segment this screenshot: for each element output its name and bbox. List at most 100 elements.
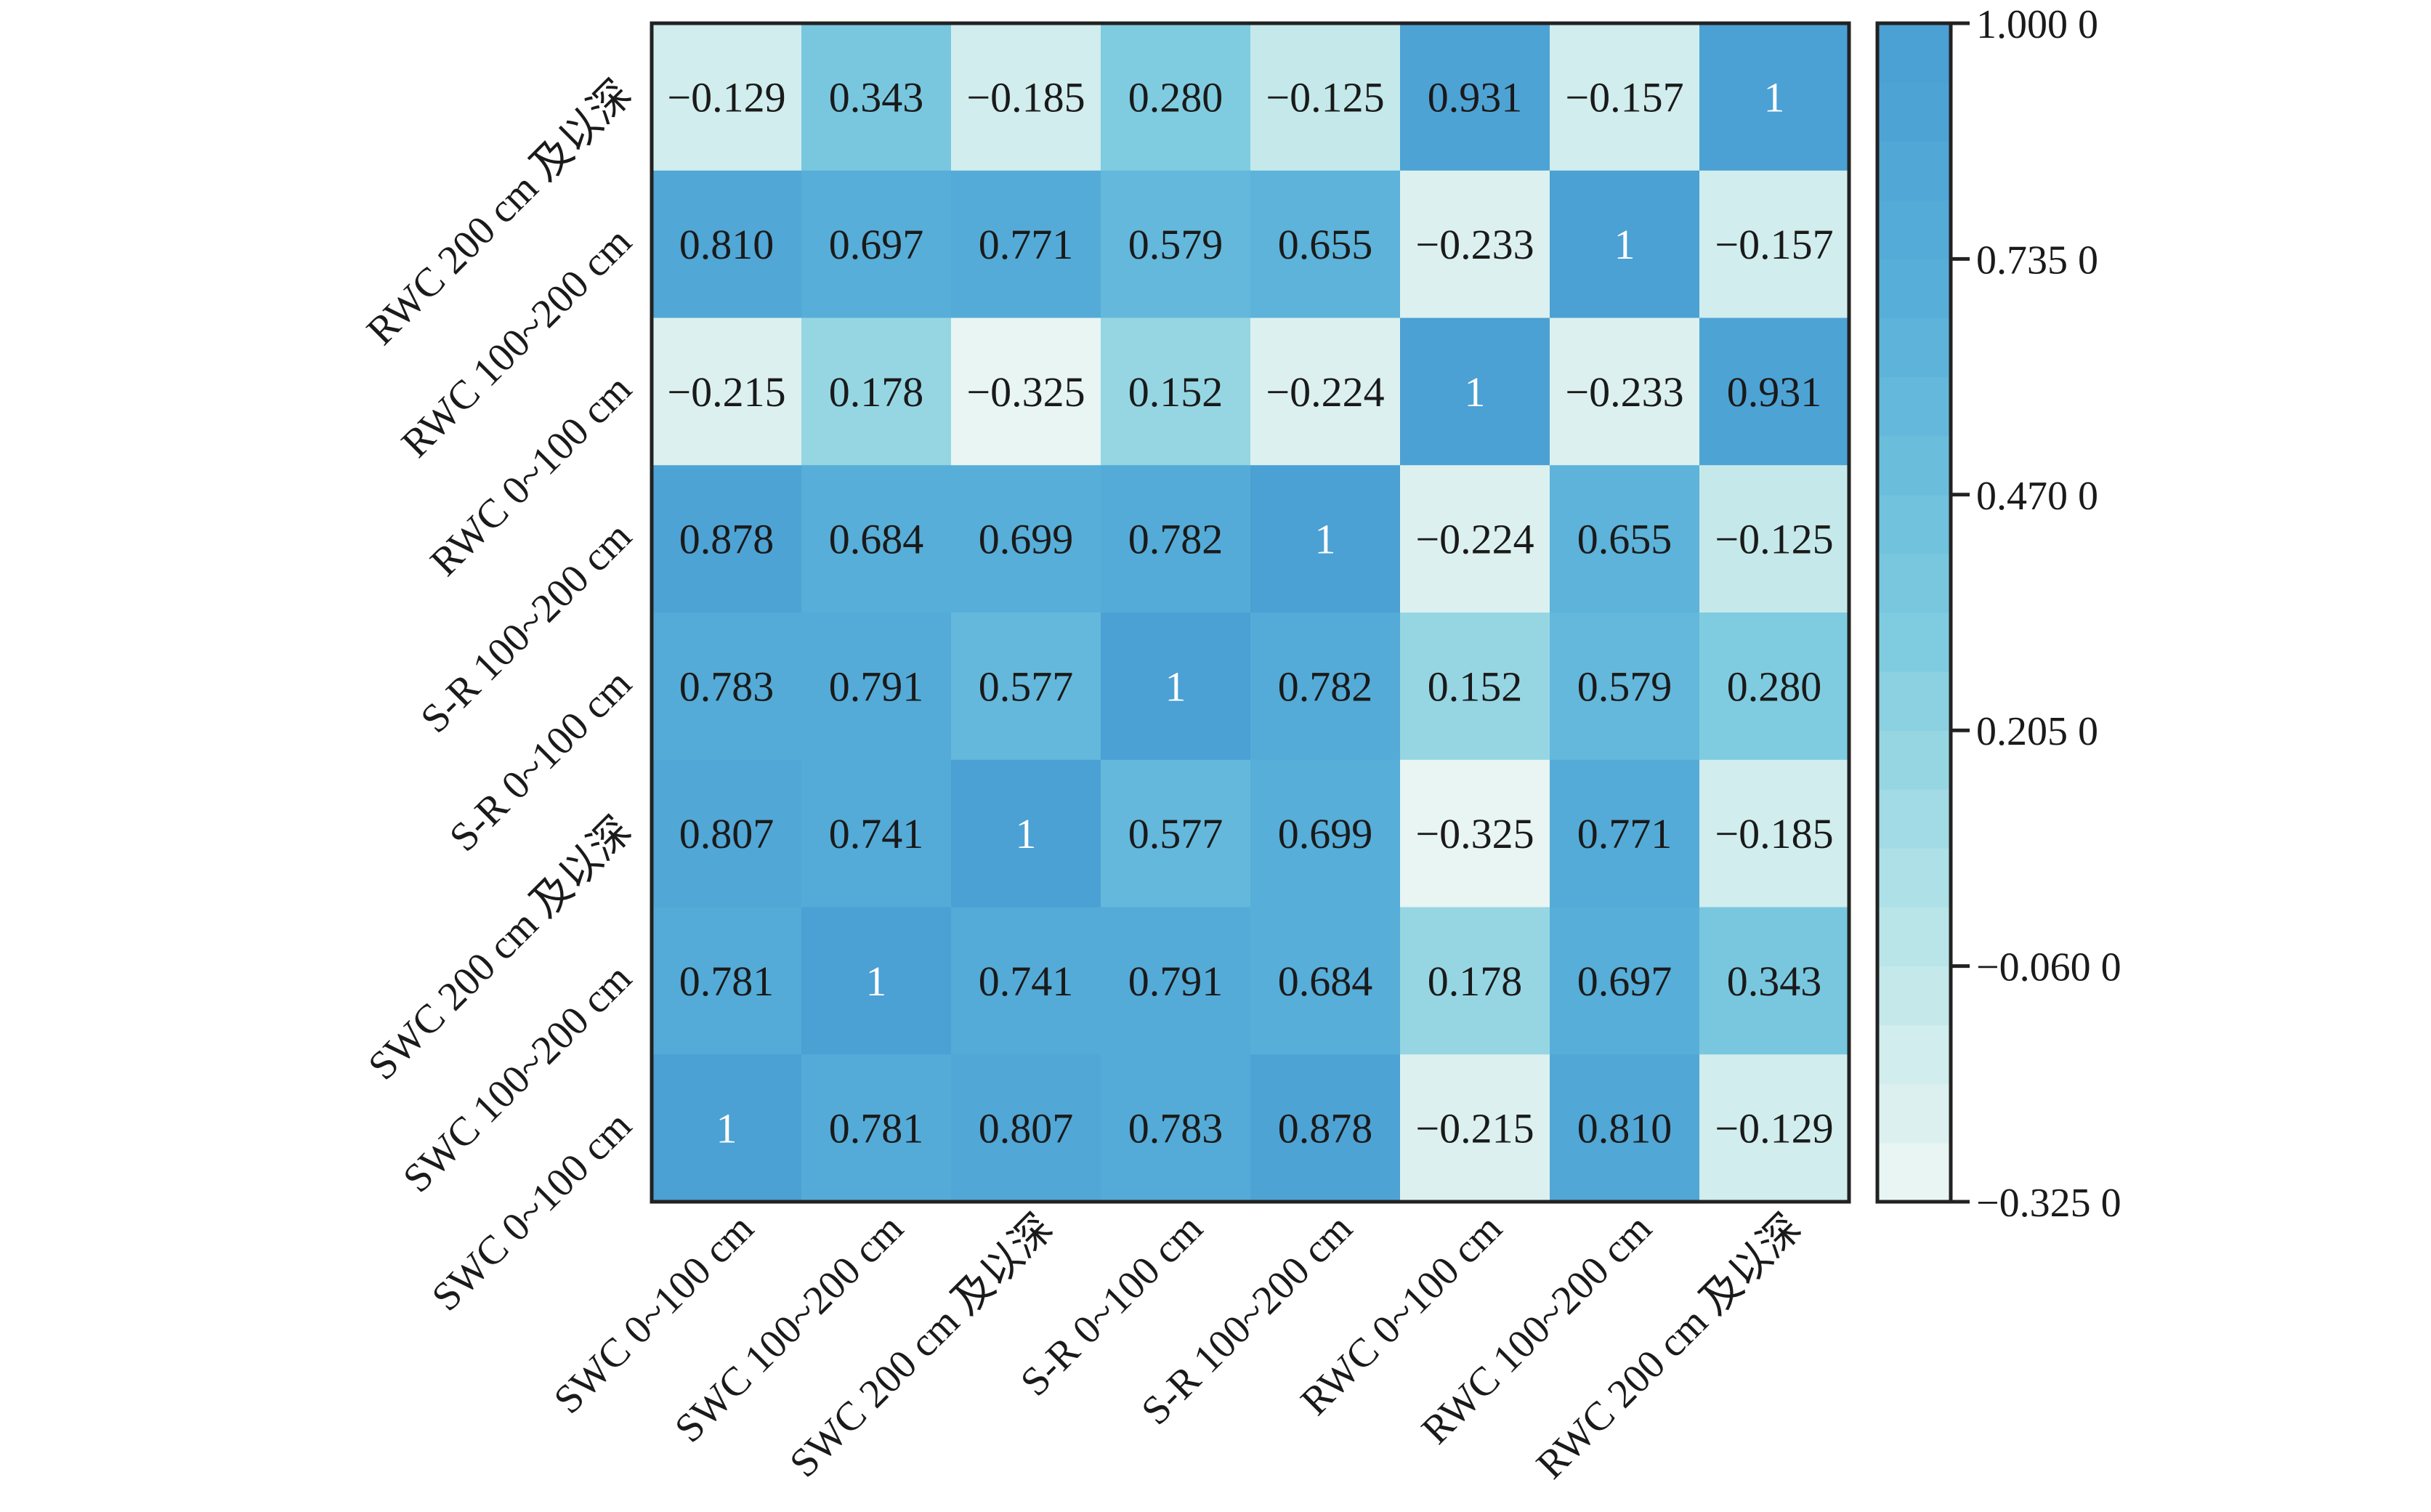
colorbar-tick-label: 0.735 0 — [1976, 238, 2098, 283]
cell-value-label: 1 — [716, 1105, 737, 1152]
cell-value-label: 0.655 — [1577, 516, 1672, 563]
cell-value-label: 1 — [1016, 810, 1037, 857]
heatmap-cell — [1699, 465, 1850, 613]
colorbar-band — [1877, 141, 1951, 201]
cell-value-label: 0.684 — [1278, 958, 1373, 1005]
colorbar-band — [1877, 848, 1951, 907]
heatmap-cell — [1101, 907, 1251, 1055]
colorbar-band — [1877, 730, 1951, 790]
heatmap-cell — [801, 907, 952, 1055]
cell-value-label: −0.185 — [1715, 810, 1833, 857]
colorbar-band — [1877, 23, 1951, 83]
heatmap-cell — [1250, 759, 1401, 907]
colorbar-band — [1877, 435, 1951, 496]
colorbar-band — [1877, 1142, 1951, 1202]
cell-value-label: −0.224 — [1415, 516, 1534, 563]
heatmap-cell — [1550, 170, 1700, 318]
y-tick-label: RWC 200 cm 及以深 — [358, 72, 640, 354]
cell-value-label: 0.697 — [1577, 958, 1672, 1005]
cell-value-label: 0.684 — [829, 516, 924, 563]
colorbar-band — [1877, 318, 1951, 378]
heatmap-cell — [1699, 907, 1850, 1055]
colorbar-band — [1877, 966, 1951, 1026]
heatmap-cell — [801, 465, 952, 613]
heatmap-cell — [1699, 1054, 1850, 1202]
cell-value-label: 0.771 — [979, 221, 1074, 268]
heatmap-cell — [1101, 613, 1251, 761]
heatmap-cell — [1400, 613, 1550, 761]
heatmap-cell — [801, 759, 952, 907]
cell-value-label: 1 — [1315, 516, 1336, 563]
heatmap-cell — [1400, 759, 1550, 907]
cell-value-label: 0.791 — [1128, 958, 1223, 1005]
heatmap-cell — [1400, 907, 1550, 1055]
heatmap-cell — [801, 613, 952, 761]
heatmap-cell — [951, 318, 1101, 466]
heatmap-cell — [951, 170, 1101, 318]
cell-value-label: 0.783 — [679, 663, 774, 710]
heatmap-cell — [951, 907, 1101, 1055]
cell-value-label: −0.125 — [1266, 73, 1384, 121]
heatmap-cell — [1550, 318, 1700, 466]
cell-value-label: −0.157 — [1565, 73, 1683, 121]
cell-value-label: 0.280 — [1727, 663, 1822, 710]
cell-value-label: 0.741 — [979, 958, 1074, 1005]
cell-value-label: 0.807 — [679, 810, 774, 857]
cell-value-label: 0.699 — [1278, 810, 1373, 857]
x-tick-label: SWC 200 cm 及以深 — [781, 1205, 1061, 1486]
heatmap-cell — [801, 1054, 952, 1202]
heatmap-cell — [1699, 23, 1850, 171]
cell-value-label: 0.807 — [979, 1105, 1074, 1152]
x-tick-label: RWC 200 cm 及以深 — [1528, 1205, 1810, 1487]
heatmap-cell — [652, 170, 802, 318]
colorbar-band — [1877, 671, 1951, 731]
colorbar-band — [1877, 1024, 1951, 1085]
cell-value-label: 0.781 — [679, 958, 774, 1005]
cell-value-label: 0.810 — [1577, 1105, 1672, 1152]
heatmap-cell — [652, 613, 802, 761]
heatmap-cell — [1550, 465, 1700, 613]
cell-value-label: 1 — [1165, 663, 1186, 710]
heatmap-cell — [1101, 318, 1251, 466]
cell-value-label: 0.577 — [1128, 810, 1223, 857]
heatmap-cell — [1400, 318, 1550, 466]
cell-value-label: −0.125 — [1715, 516, 1833, 563]
heatmap-cell — [951, 23, 1101, 171]
cell-value-label: −0.157 — [1715, 221, 1833, 268]
cell-value-label: 0.152 — [1128, 368, 1223, 416]
heatmap-cell — [1101, 465, 1251, 613]
colorbar-tick-label: 0.205 0 — [1976, 709, 2098, 754]
colorbar-band — [1877, 613, 1951, 672]
colorbar-band — [1877, 82, 1951, 142]
heatmap-cell — [652, 465, 802, 613]
heatmap-cell — [1250, 170, 1401, 318]
heatmap-cell — [1250, 318, 1401, 466]
cell-value-label: 1 — [1614, 221, 1635, 268]
heatmap-cell — [1101, 170, 1251, 318]
cell-value-label: −0.224 — [1266, 368, 1384, 416]
cell-value-label: 0.782 — [1128, 516, 1223, 563]
cell-value-label: 1 — [1465, 368, 1486, 416]
cell-value-label: 0.579 — [1128, 221, 1223, 268]
heatmap-cell — [652, 1054, 802, 1202]
heatmap-cell — [801, 23, 952, 171]
colorbar-band — [1877, 789, 1951, 849]
cell-value-label: 0.741 — [829, 810, 924, 857]
heatmap-cell — [1550, 759, 1700, 907]
cell-value-label: 0.577 — [979, 663, 1074, 710]
colorbar-frame — [1875, 21, 1953, 1204]
heatmap-cell — [1699, 759, 1850, 907]
heatmap-cell — [1550, 907, 1700, 1055]
cell-value-label: 0.791 — [829, 663, 924, 710]
cell-value-label: 0.655 — [1278, 221, 1373, 268]
cell-value-label: 0.771 — [1577, 810, 1672, 857]
colorbar-tick-label: −0.325 0 — [1976, 1181, 2121, 1226]
y-tick-label: SWC 200 cm 及以深 — [360, 808, 640, 1088]
cell-value-label: −0.129 — [1715, 1105, 1833, 1152]
colorbar-tick-label: 1.000 0 — [1976, 2, 2098, 47]
heatmap-cell — [1699, 170, 1850, 318]
cell-value-label: 0.152 — [1428, 663, 1523, 710]
cell-value-label: −0.215 — [667, 368, 785, 416]
cell-value-label: 0.280 — [1128, 73, 1223, 121]
